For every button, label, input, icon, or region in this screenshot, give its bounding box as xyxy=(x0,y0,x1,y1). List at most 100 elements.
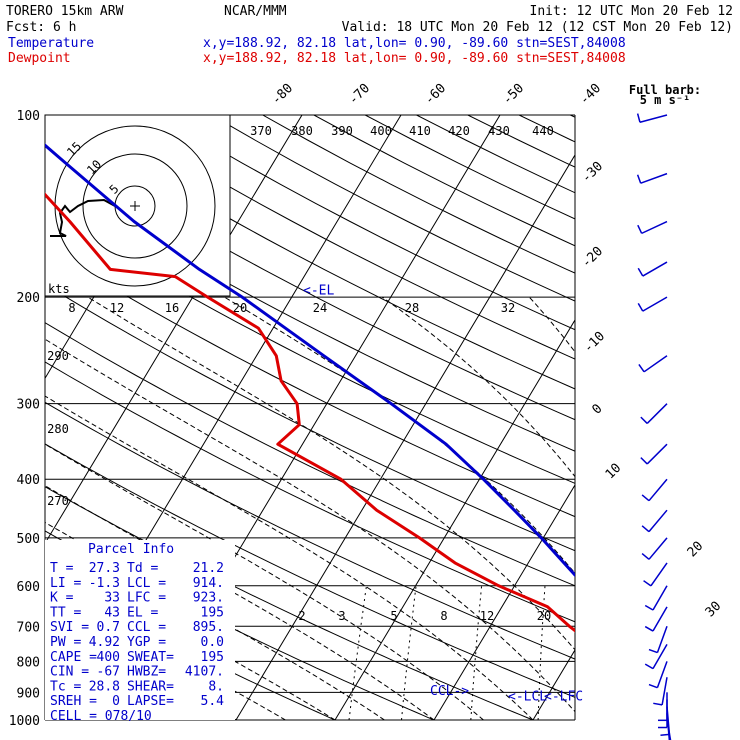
dry-adiabat xyxy=(45,401,575,660)
dry-adiabat xyxy=(45,174,575,452)
level-label: <-EL xyxy=(303,283,334,298)
parcel-param-value: 21.2 xyxy=(193,561,224,576)
theta-label: 400 xyxy=(370,124,392,138)
level-label: <-LFC xyxy=(544,689,583,704)
theta-label-left: 270 xyxy=(47,494,69,508)
pressure-label: 800 xyxy=(17,655,40,670)
wind-barb-staff xyxy=(650,562,668,587)
level-label: CCL-> xyxy=(430,684,469,699)
wind-barb-staff xyxy=(656,661,668,688)
isotherm xyxy=(433,484,575,720)
parcel-param-name: Tc = xyxy=(50,679,81,694)
parcel-param-value: 0.0 xyxy=(201,635,224,650)
model-title: TORERO 15km ARW xyxy=(6,4,124,19)
dry-adiabat xyxy=(45,283,575,552)
dry-adiabat xyxy=(159,115,575,331)
moist-adiabat xyxy=(45,395,534,720)
dry-adiabat xyxy=(416,115,575,194)
parcel-param-value: 28.8 xyxy=(89,679,120,694)
dry-adiabat xyxy=(45,443,575,698)
dry-adiabat xyxy=(211,115,575,302)
isotherm-label: 10 xyxy=(603,461,625,483)
parcel-info-box xyxy=(45,540,235,720)
pressure-label: 400 xyxy=(17,473,40,488)
pressure-label: 900 xyxy=(17,686,40,701)
wind-barb-flag xyxy=(644,604,654,611)
mixing-ratio-line xyxy=(401,585,417,720)
dry-adiabat xyxy=(570,115,575,118)
wind-barb-flag xyxy=(640,416,648,424)
wind-barb-flag xyxy=(637,224,643,234)
theta-label: 420 xyxy=(448,124,470,138)
wind-barb-flag xyxy=(644,663,654,670)
parcel-param-value: 895. xyxy=(193,620,224,635)
theta-label-left: 280 xyxy=(47,422,69,436)
parcel-param-value: 195 xyxy=(201,650,224,665)
wind-barb-staff xyxy=(646,443,668,465)
pressure-label: 100 xyxy=(17,109,40,124)
legend-dewpoint-info: x,y=188.92, 82.18 lat,lon= 0.90, -89.60 … xyxy=(203,51,626,66)
wind-barb-flag xyxy=(653,702,663,706)
mixing-ratio-label: 16 xyxy=(165,301,179,315)
wind-barb-flag xyxy=(640,457,648,465)
mixing-ratio-line xyxy=(348,585,367,720)
dry-adiabat xyxy=(622,115,740,733)
parcel-param-value: 195 xyxy=(201,605,224,620)
parcel-param-value: 27.3 xyxy=(89,561,120,576)
dry-adiabat xyxy=(45,322,575,587)
init-time: Init: 12 UTC Mon 20 Feb 12 xyxy=(530,4,734,19)
isotherm-label: -40 xyxy=(577,81,604,108)
parcel-param-value: 33 xyxy=(104,591,120,606)
wind-barb-staff xyxy=(642,296,668,312)
mixing-ratio-label: 8 xyxy=(68,301,75,315)
parcel-param-name: LAPSE= xyxy=(127,694,174,709)
isotherm-label: -70 xyxy=(346,81,373,108)
isotherm-label: -60 xyxy=(422,81,449,108)
wind-barb-staff xyxy=(641,220,668,235)
wind-barb-flag xyxy=(648,648,658,654)
parcel-param-name: EL = xyxy=(127,605,158,620)
dry-adiabat xyxy=(45,361,575,623)
parcel-param-name: TT = xyxy=(50,605,81,620)
isotherm-label: -80 xyxy=(269,81,296,108)
barb-key-title: Full barb: xyxy=(629,83,701,97)
wind-barb-staff xyxy=(656,626,668,653)
parcel-param-name: HWBZ= xyxy=(127,665,166,680)
wind-barb-flag xyxy=(637,267,644,277)
pressure-label: 200 xyxy=(17,291,40,306)
wind-barb-flag xyxy=(648,683,658,689)
pressure-label: 300 xyxy=(17,398,40,413)
dry-adiabat xyxy=(45,210,575,484)
parcel-cell: CELL = 078/10 xyxy=(50,709,152,724)
wind-barb-staff xyxy=(652,606,668,632)
pressure-label: 600 xyxy=(17,580,40,595)
wind-barbs xyxy=(636,113,672,740)
isotherm xyxy=(723,87,740,733)
theta-label-left: 290 xyxy=(47,349,69,363)
moist-adiabat xyxy=(45,485,435,720)
pressure-label: 700 xyxy=(17,620,40,635)
mixing-ratio-label: 12 xyxy=(110,301,124,315)
theta-label: 380 xyxy=(291,124,313,138)
wind-barb-flag xyxy=(638,364,645,373)
dewpoint-profile xyxy=(45,192,575,633)
isotherm-label: -30 xyxy=(579,159,606,186)
parcel-param-name: SWEAT= xyxy=(127,650,174,665)
hodograph-units: kts xyxy=(48,282,70,296)
isotherm xyxy=(45,115,303,545)
moist-adiabat xyxy=(224,296,575,574)
parcel-param-name: CAPE = xyxy=(50,650,97,665)
wind-barb-flag xyxy=(641,552,650,560)
parcel-param-name: K = xyxy=(50,591,74,606)
mixing-ratio-label: 12 xyxy=(480,609,494,623)
parcel-param-value: 400 xyxy=(97,650,120,665)
wind-barb-staff xyxy=(648,509,668,533)
mixing-ratio-line xyxy=(470,585,483,720)
moist-adiabat xyxy=(45,338,575,713)
level-label: <-LCL xyxy=(508,689,547,704)
parcel-param-value: 8. xyxy=(208,679,224,694)
wind-barb-staff xyxy=(652,644,668,670)
legend-temperature-label: Temperature xyxy=(8,36,94,51)
